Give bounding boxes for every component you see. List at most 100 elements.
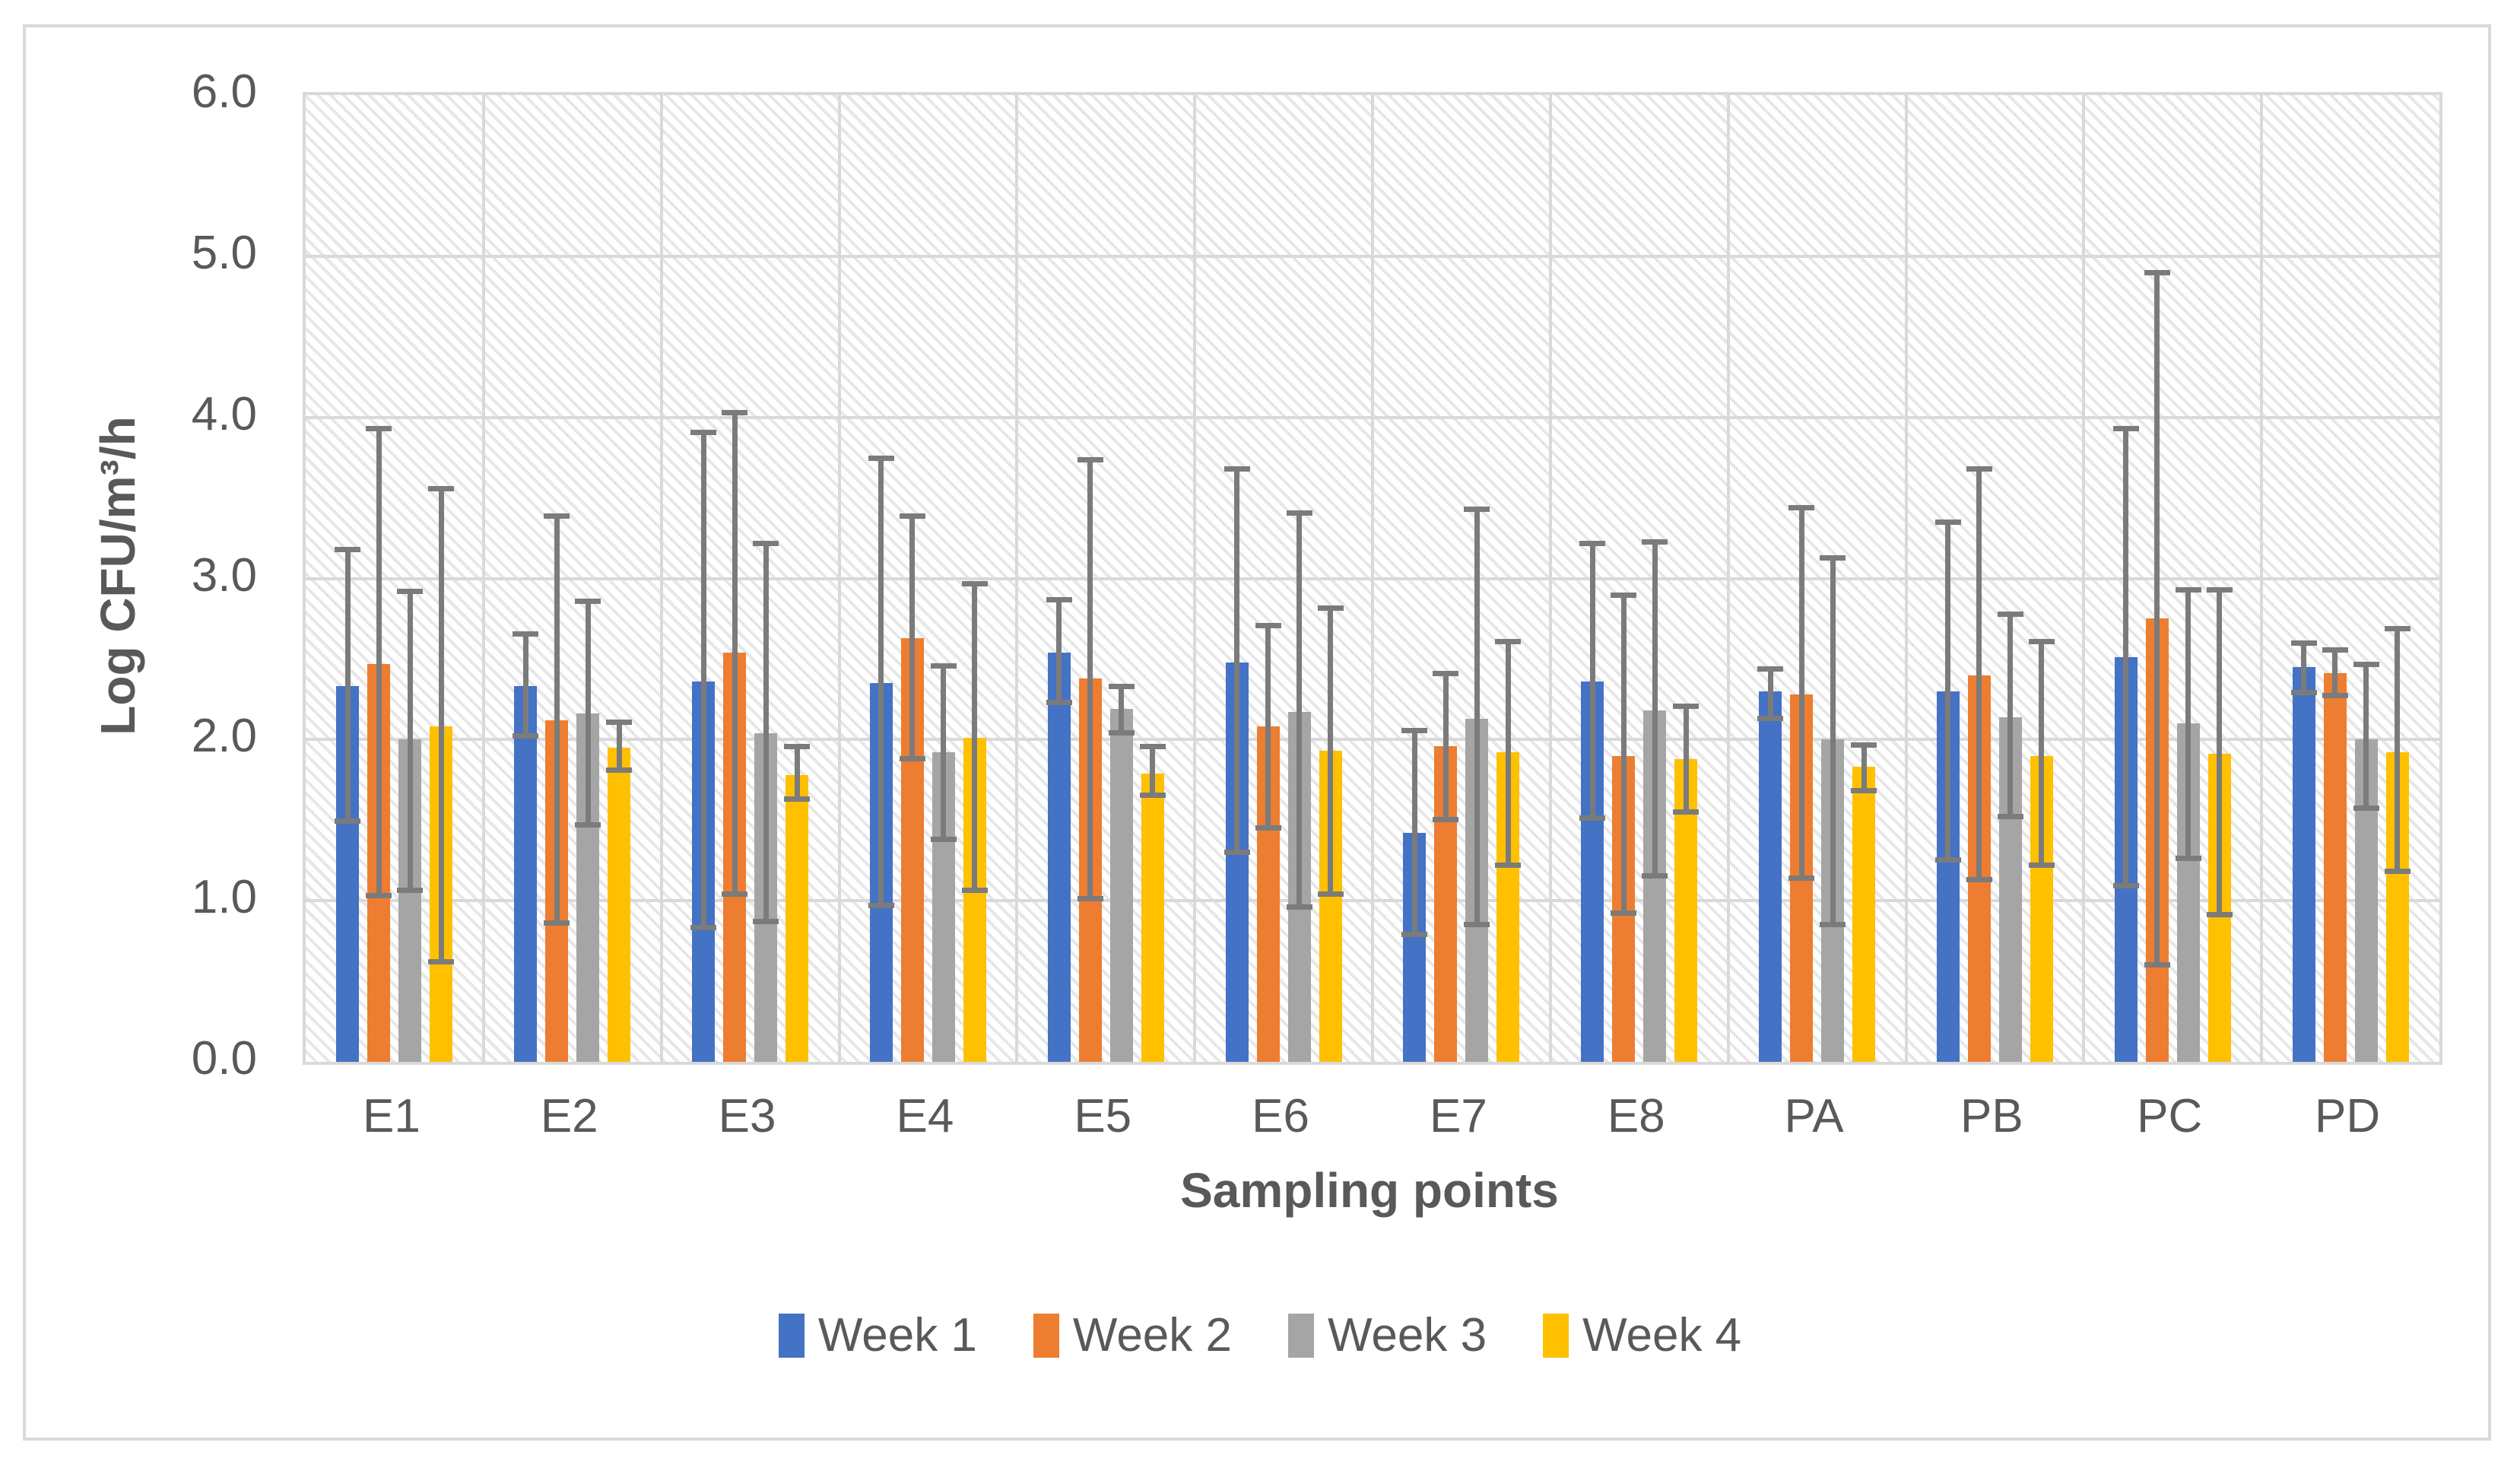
plot-area — [303, 92, 2442, 1065]
error-bar-line — [1119, 686, 1125, 733]
gridline-vertical — [837, 95, 841, 1062]
x-tick-label: E1 — [362, 1090, 421, 1142]
error-bar-cap-top — [1077, 456, 1103, 462]
error-bar-cap-top — [1255, 622, 1281, 628]
gridline-vertical — [481, 95, 485, 1062]
x-tick-label: E6 — [1252, 1090, 1309, 1142]
error-bar-line — [2154, 272, 2160, 965]
error-bar-cap-bottom — [2112, 883, 2139, 889]
gridline-vertical — [1726, 95, 1730, 1062]
error-bar-cap-top — [1642, 539, 1668, 545]
error-bar-cap-top — [2112, 426, 2139, 432]
error-bar-line — [1056, 599, 1062, 703]
error-bar-cap-top — [606, 720, 633, 726]
y-tick-label: 6.0 — [191, 65, 257, 118]
x-tick-label: E5 — [1074, 1090, 1132, 1142]
error-bar-line — [1589, 542, 1595, 819]
gridline-vertical — [1904, 95, 1908, 1062]
error-bar-cap-bottom — [1224, 849, 1250, 855]
x-axis-title: Sampling points — [1180, 1163, 1559, 1218]
error-bar-cap-bottom — [1401, 931, 1428, 937]
error-bar-cap-bottom — [930, 836, 957, 842]
gridline-vertical — [659, 95, 663, 1062]
error-bar-cap-bottom — [1579, 815, 1606, 821]
error-bar-cap-bottom — [606, 767, 633, 773]
error-bar-cap-bottom — [784, 796, 811, 802]
error-bar-cap-top — [1139, 743, 1166, 749]
bar-pd-week-2 — [2323, 673, 2347, 1062]
error-bar-line — [1830, 557, 1836, 925]
x-tick-label: E3 — [718, 1090, 776, 1142]
error-bar-cap-top — [513, 631, 539, 637]
bar-e5-week-3 — [1109, 709, 1133, 1062]
error-bar-cap-top — [1820, 554, 1846, 561]
error-bar-line — [732, 412, 738, 894]
error-bar-line — [794, 745, 800, 799]
error-bar-cap-bottom — [335, 818, 361, 825]
legend-swatch-icon — [1543, 1313, 1569, 1358]
error-bar-cap-top — [2175, 587, 2201, 593]
bar-pa-week-4 — [1852, 767, 1876, 1062]
error-bar-cap-bottom — [397, 888, 424, 894]
gridline-vertical — [2082, 95, 2086, 1062]
legend-label: Week 4 — [1582, 1309, 1742, 1362]
error-bar-line — [1087, 459, 1093, 900]
error-bar-cap-bottom — [1934, 857, 1961, 863]
error-bar-cap-bottom — [1673, 809, 1700, 815]
error-bar-cap-bottom — [722, 891, 748, 897]
x-tick-label: E7 — [1429, 1090, 1487, 1142]
bar-e5-week-4 — [1141, 773, 1164, 1062]
legend-label: Week 3 — [1328, 1309, 1487, 1362]
error-bar-cap-top — [1579, 540, 1606, 546]
error-bar-line — [700, 431, 706, 929]
legend-item-week-1: Week 1 — [778, 1308, 977, 1362]
error-bar-cap-bottom — [1966, 876, 1992, 882]
error-bar-cap-top — [1433, 671, 1459, 677]
error-bar-line — [1683, 705, 1689, 812]
legend: Week 1 Week 2 Week 3 Week 4 — [0, 1308, 2520, 1362]
error-bar-cap-top — [868, 455, 894, 461]
x-tick-label: PC — [2137, 1090, 2203, 1142]
error-bar-line — [2007, 614, 2014, 817]
error-bar-line — [1474, 509, 1480, 925]
legend-swatch-icon — [778, 1313, 805, 1358]
error-bar-line — [344, 549, 351, 822]
error-bar-cap-top — [1401, 727, 1428, 733]
error-bar-line — [1861, 744, 1867, 792]
error-bar-cap-top — [784, 743, 811, 749]
error-bar-cap-bottom — [575, 821, 601, 828]
error-bar-line — [1505, 641, 1511, 866]
error-bar-cap-top — [1673, 703, 1700, 709]
error-bar-line — [616, 722, 622, 771]
legend-item-week-2: Week 2 — [1033, 1308, 1232, 1362]
legend-swatch-icon — [1033, 1313, 1059, 1358]
y-tick-label: 3.0 — [191, 548, 257, 602]
error-bar-cap-bottom — [899, 755, 925, 761]
error-bar-cap-top — [2384, 626, 2411, 632]
gridline-vertical — [1193, 95, 1197, 1062]
error-bar-cap-bottom — [1139, 793, 1166, 799]
legend-swatch-icon — [1288, 1313, 1314, 1358]
error-bar-cap-bottom — [1108, 729, 1135, 736]
y-tick-label: 5.0 — [191, 226, 257, 279]
error-bar-cap-top — [1286, 510, 1312, 516]
error-bar-line — [522, 633, 528, 737]
error-bar-cap-top — [2028, 639, 2055, 645]
error-bar-line — [2123, 428, 2129, 887]
error-bar-cap-top — [544, 513, 570, 519]
error-bar-line — [1411, 729, 1417, 935]
error-bar-cap-top — [1851, 742, 1877, 748]
error-bar-cap-top — [961, 580, 988, 586]
error-bar-line — [407, 591, 413, 891]
error-bar-cap-top — [1495, 639, 1522, 645]
error-bar-cap-bottom — [868, 902, 894, 908]
error-bar-line — [878, 457, 884, 906]
error-bar-cap-bottom — [690, 925, 717, 931]
error-bar-line — [1976, 469, 1982, 880]
error-bar-cap-top — [930, 663, 957, 669]
error-bar-cap-top — [2206, 587, 2233, 593]
error-bar-line — [1234, 469, 1240, 853]
x-tick-label: PD — [2315, 1090, 2381, 1142]
error-bar-cap-bottom — [1433, 817, 1459, 823]
error-bar-cap-bottom — [2384, 869, 2411, 875]
